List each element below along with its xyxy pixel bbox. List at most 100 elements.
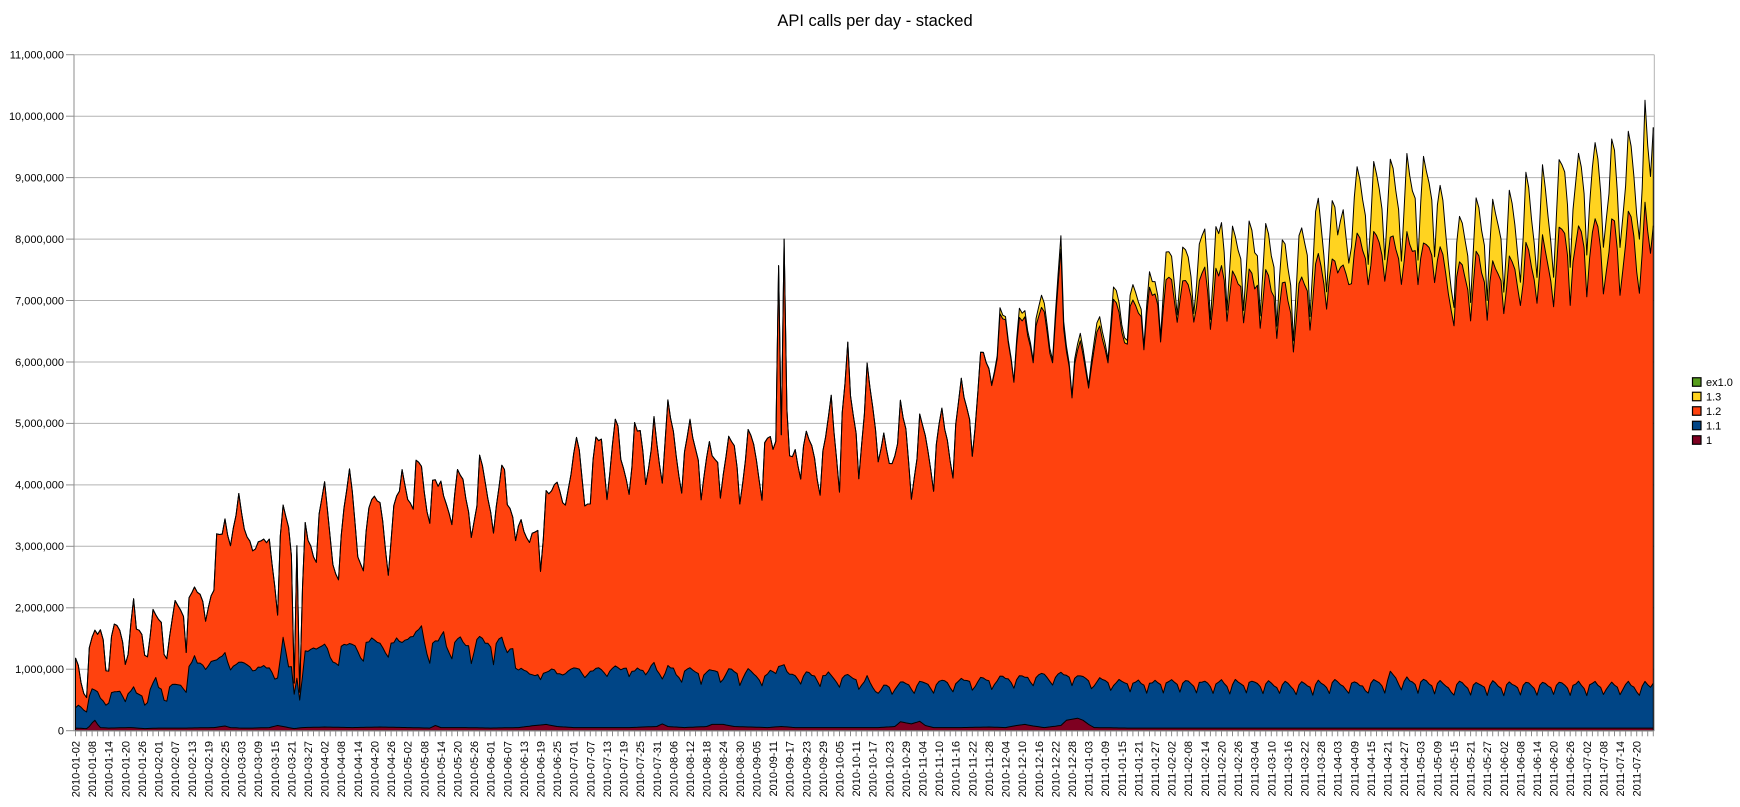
svg-text:2010-11-16: 2010-11-16 — [951, 741, 963, 796]
svg-text:2010-07-13: 2010-07-13 — [602, 741, 614, 797]
svg-text:2011-03-28: 2011-03-28 — [1316, 741, 1328, 796]
svg-text:2010-02-13: 2010-02-13 — [187, 741, 199, 797]
svg-text:7,000,000: 7,000,000 — [15, 295, 64, 307]
svg-text:2010-08-18: 2010-08-18 — [702, 741, 714, 797]
svg-text:2011-04-09: 2011-04-09 — [1349, 741, 1361, 796]
svg-text:2010-07-19: 2010-07-19 — [619, 741, 631, 797]
svg-text:2010-10-05: 2010-10-05 — [835, 741, 847, 797]
svg-text:9,000,000: 9,000,000 — [15, 172, 64, 184]
svg-text:2010-02-19: 2010-02-19 — [203, 741, 215, 797]
svg-text:0: 0 — [58, 726, 64, 738]
svg-text:1.3: 1.3 — [1706, 391, 1721, 403]
svg-text:2010-11-22: 2010-11-22 — [967, 741, 979, 796]
svg-text:2011-04-21: 2011-04-21 — [1383, 741, 1395, 796]
svg-text:2010-06-19: 2010-06-19 — [536, 741, 548, 797]
svg-text:2010-10-23: 2010-10-23 — [884, 741, 896, 797]
svg-text:8,000,000: 8,000,000 — [15, 234, 64, 246]
svg-text:2011-04-27: 2011-04-27 — [1399, 741, 1411, 796]
svg-text:2010-02-07: 2010-02-07 — [170, 741, 182, 797]
svg-text:2011-01-21: 2011-01-21 — [1133, 741, 1145, 796]
svg-text:2010-04-14: 2010-04-14 — [353, 741, 365, 797]
svg-text:2010-03-03: 2010-03-03 — [237, 741, 249, 797]
svg-text:2010-07-25: 2010-07-25 — [635, 741, 647, 797]
svg-text:1.1: 1.1 — [1706, 420, 1721, 432]
svg-text:2011-07-20: 2011-07-20 — [1632, 741, 1644, 796]
svg-text:5,000,000: 5,000,000 — [15, 418, 64, 430]
svg-text:2010-10-17: 2010-10-17 — [868, 741, 880, 797]
svg-text:2011-05-15: 2011-05-15 — [1449, 741, 1461, 796]
svg-text:2010-09-05: 2010-09-05 — [751, 741, 763, 797]
svg-text:2011-03-10: 2011-03-10 — [1266, 741, 1278, 796]
svg-text:2010-01-20: 2010-01-20 — [120, 741, 132, 797]
svg-text:2010-03-09: 2010-03-09 — [253, 741, 265, 797]
svg-text:ex1.0: ex1.0 — [1706, 377, 1733, 389]
svg-text:2011-05-21: 2011-05-21 — [1466, 741, 1478, 796]
svg-text:2010-04-08: 2010-04-08 — [336, 741, 348, 797]
svg-text:2010-01-08: 2010-01-08 — [87, 741, 99, 797]
svg-text:2010-04-26: 2010-04-26 — [386, 741, 398, 797]
svg-text:2010-11-28: 2010-11-28 — [984, 741, 996, 796]
svg-text:2011-02-02: 2011-02-02 — [1167, 741, 1179, 796]
svg-text:6,000,000: 6,000,000 — [15, 357, 64, 369]
svg-text:2011-06-26: 2011-06-26 — [1565, 741, 1577, 796]
svg-text:4,000,000: 4,000,000 — [15, 480, 64, 492]
svg-text:2010-07-31: 2010-07-31 — [652, 741, 664, 797]
svg-text:2010-08-30: 2010-08-30 — [735, 741, 747, 797]
svg-text:2010-09-17: 2010-09-17 — [785, 741, 797, 797]
svg-text:2,000,000: 2,000,000 — [15, 603, 64, 615]
svg-text:2010-03-15: 2010-03-15 — [270, 741, 282, 797]
svg-text:2010-08-24: 2010-08-24 — [718, 741, 730, 797]
svg-text:2010-02-25: 2010-02-25 — [220, 741, 232, 797]
svg-text:2011-03-04: 2011-03-04 — [1250, 741, 1262, 796]
svg-text:2010-09-29: 2010-09-29 — [818, 741, 830, 797]
svg-text:1,000,000: 1,000,000 — [15, 664, 64, 676]
svg-text:2010-01-26: 2010-01-26 — [137, 741, 149, 797]
svg-text:10,000,000: 10,000,000 — [9, 111, 64, 123]
svg-text:2011-06-08: 2011-06-08 — [1515, 741, 1527, 796]
svg-text:2010-03-27: 2010-03-27 — [303, 741, 315, 797]
svg-text:2011-03-16: 2011-03-16 — [1283, 741, 1295, 796]
svg-text:1.2: 1.2 — [1706, 406, 1721, 418]
svg-text:2010-12-04: 2010-12-04 — [1001, 741, 1013, 797]
svg-text:2011-03-22: 2011-03-22 — [1300, 741, 1312, 796]
svg-text:2010-01-14: 2010-01-14 — [104, 741, 116, 797]
svg-text:2010-06-07: 2010-06-07 — [502, 741, 514, 797]
svg-text:3,000,000: 3,000,000 — [15, 541, 64, 553]
svg-text:2010-03-21: 2010-03-21 — [286, 741, 298, 797]
svg-text:2010-12-16: 2010-12-16 — [1034, 741, 1046, 797]
svg-text:2011-05-09: 2011-05-09 — [1432, 741, 1444, 796]
svg-text:2010-05-14: 2010-05-14 — [436, 741, 448, 797]
svg-text:2011-01-15: 2011-01-15 — [1117, 741, 1129, 796]
svg-text:API calls per day - stacked: API calls per day - stacked — [777, 12, 972, 30]
svg-text:2010-12-22: 2010-12-22 — [1050, 741, 1062, 797]
svg-text:2010-12-10: 2010-12-10 — [1017, 741, 1029, 797]
svg-text:2011-02-26: 2011-02-26 — [1233, 741, 1245, 796]
svg-text:2010-05-26: 2010-05-26 — [469, 741, 481, 797]
svg-text:2010-05-08: 2010-05-08 — [419, 741, 431, 797]
svg-text:2011-07-14: 2011-07-14 — [1615, 741, 1627, 796]
svg-text:2011-06-20: 2011-06-20 — [1549, 741, 1561, 796]
svg-text:2010-11-10: 2010-11-10 — [934, 741, 946, 796]
svg-text:2010-07-01: 2010-07-01 — [569, 741, 581, 797]
svg-text:2011-07-02: 2011-07-02 — [1582, 741, 1594, 796]
svg-text:11,000,000: 11,000,000 — [10, 50, 64, 62]
svg-text:2011-02-08: 2011-02-08 — [1183, 741, 1195, 796]
svg-text:2010-09-23: 2010-09-23 — [801, 741, 813, 797]
svg-text:2011-06-14: 2011-06-14 — [1532, 741, 1544, 796]
svg-text:2011-07-08: 2011-07-08 — [1598, 741, 1610, 796]
svg-text:2010-12-28: 2010-12-28 — [1067, 741, 1079, 797]
svg-text:2010-01-02: 2010-01-02 — [71, 741, 83, 797]
svg-text:2010-06-01: 2010-06-01 — [486, 741, 498, 797]
svg-text:2011-06-02: 2011-06-02 — [1499, 741, 1511, 796]
svg-text:2010-10-29: 2010-10-29 — [901, 741, 913, 797]
svg-text:2011-04-15: 2011-04-15 — [1366, 741, 1378, 796]
svg-text:2010-11-04: 2010-11-04 — [918, 741, 930, 796]
svg-text:2010-06-13: 2010-06-13 — [519, 741, 531, 797]
svg-text:2010-07-07: 2010-07-07 — [585, 741, 597, 797]
svg-text:2011-05-03: 2011-05-03 — [1416, 741, 1428, 796]
svg-text:2010-09-11: 2010-09-11 — [768, 741, 780, 796]
svg-text:2010-05-02: 2010-05-02 — [403, 741, 415, 797]
svg-text:2011-04-03: 2011-04-03 — [1333, 741, 1345, 796]
svg-text:2010-05-20: 2010-05-20 — [453, 741, 465, 797]
svg-text:2011-02-20: 2011-02-20 — [1217, 741, 1229, 796]
